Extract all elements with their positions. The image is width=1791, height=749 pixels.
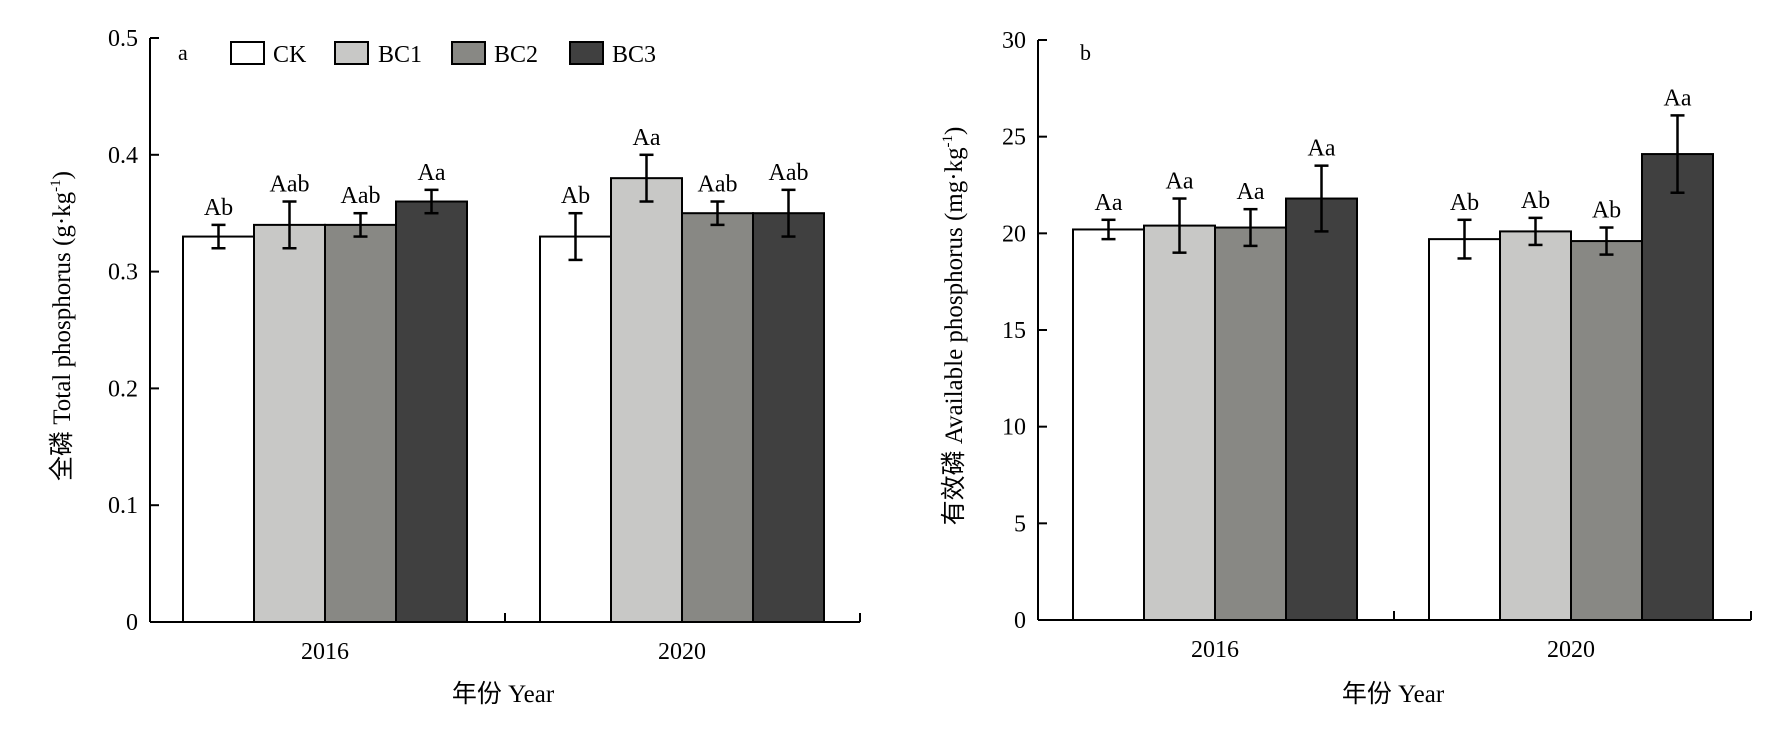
panel-b-error-bar-ck-2020 [1457,218,1472,260]
panel-a-y-axis-title: 全磷 Total phosphorus (g·kg-1) [48,171,76,481]
legend: CK BC1 BC2 BC3 [230,41,656,68]
panel-b-label: b [1080,40,1091,65]
panel-a-significance-label: Ab [561,183,590,209]
panel-b-y-axis-title: 有效磷 Available phosphorus (mg·kg-1) [940,127,968,526]
panel-b-error-bar-bc2-2016 [1243,207,1258,248]
panel-b-y-tick-label: 0 [1014,608,1026,634]
panel-b-error-bar-bc3-2016 [1314,164,1329,233]
panel-b-bar-bc1-2016 [1143,224,1216,621]
legend-swatch-bc1 [334,41,369,65]
legend-label-bc2: BC2 [494,42,538,68]
panel-b-error-bar-bc1-2020 [1528,216,1543,247]
panel-a-chart: a 年份 Year 全磷 Total phosphorus (g·kg-1) C… [48,26,861,708]
panel-a-bar-bc2-2016 [324,223,397,623]
panel-a-x-tick-label: 2020 [658,639,706,665]
panel-b-error-bar-bc3-2020 [1670,114,1685,194]
panel-a-label: a [178,40,188,65]
panel-b-y-tick-label: 20 [1002,221,1026,247]
panel-a-y-axis-title-main: 全磷 Total phosphorus (g·kg [48,191,76,481]
panel-b-significance-label: Aa [1095,190,1123,216]
panel-a-error-bar-ck-2020 [568,211,583,262]
panel-a-bar-ck-2016 [182,235,255,623]
legend-label-ck: CK [273,42,307,68]
panel-a-significance-label: Aab [769,160,809,186]
panel-b-error-bar-bc1-2016 [1172,197,1187,254]
panel-b-error-bar-ck-2016 [1101,218,1116,241]
panel-a-bar-bc3-2020 [752,212,825,623]
panel-a-x-axis-title: 年份 Year [452,680,555,708]
panel-a-error-bar-ck-2016 [211,223,226,250]
panel-b-bar-bc2-2016 [1214,226,1287,622]
legend-item-bc2: BC2 [451,41,538,68]
panel-b-error-bar-bc2-2020 [1599,226,1614,256]
legend-swatch-bc3 [569,41,604,65]
panel-a-y-axis-title-superscript: -1 [48,179,64,192]
panel-a-y-tick-label: 0.3 [108,260,138,286]
panel-b-x-tick-label: 2016 [1191,637,1239,663]
panel-a-x-tick-label: 2016 [301,639,349,665]
panel-a-bar-bc1-2016 [253,223,326,623]
panel-b-y-tick-label: 10 [1002,415,1026,441]
panel-a-bar-bc3-2016 [395,200,468,624]
panel-a-error-bar-bc3-2020 [781,188,796,238]
panel-a-y-tick-label: 0 [126,610,138,636]
legend-item-ck: CK [230,41,307,68]
panel-a-significance-label: Aa [418,160,446,186]
panel-b-y-tick-label: 30 [1002,28,1026,54]
panel-b-y-axis-title-main: 有效磷 Available phosphorus (mg·kg [940,147,968,525]
panel-a-error-bar-bc3-2016 [424,188,439,215]
legend-swatch-bc2 [451,41,486,65]
panel-b-y-axis-title-end: ) [941,127,968,135]
panel-a-y-tick-label: 0.4 [108,143,138,169]
legend-label-bc3: BC3 [612,42,656,68]
panel-b-significance-label: Aa [1166,169,1194,195]
panel-a-significance-label: Aab [270,172,310,198]
legend-swatch-ck [230,41,265,65]
panel-b-significance-label: Aa [1664,85,1692,111]
panel-b-significance-label: Ab [1521,188,1550,214]
panel-a-error-bar-bc1-2016 [282,200,297,250]
panel-b-significance-label: Aa [1237,179,1265,205]
panel-b-bar-ck-2016 [1072,228,1145,621]
panel-b-x-tick-label: 2020 [1547,637,1595,663]
panel-b-significance-label: Ab [1450,190,1479,216]
panel-b-significance-label: Ab [1592,198,1621,224]
panel-b-y-tick-label: 15 [1002,318,1026,344]
panel-a-y-tick-label: 0.1 [108,493,138,519]
panel-b-y-tick-label: 25 [1002,125,1026,151]
panel-a-y-tick-label: 0.2 [108,376,138,402]
panel-b-bar-bc3-2016 [1285,197,1358,622]
panel-b-x-axis-title: 年份 Year [1342,680,1445,708]
panel-b-chart: b 年份 Year 有效磷 Available phosphorus (mg·k… [940,28,1752,708]
panel-a-bar-ck-2020 [539,235,612,623]
panel-b-y-tick-label: 5 [1014,511,1026,537]
legend-item-bc3: BC3 [569,41,656,68]
panel-a-error-bar-bc2-2020 [710,200,725,227]
panel-b-bar-ck-2020 [1428,238,1501,621]
panel-b-bar-bc3-2020 [1641,153,1714,621]
panel-a-error-bar-bc1-2020 [639,153,654,203]
panel-a-error-bar-bc2-2016 [353,211,368,238]
panel-b-bar-bc2-2020 [1570,240,1643,621]
panel-a-significance-label: Ab [204,195,233,221]
legend-label-bc1: BC1 [378,42,422,68]
panel-a-bar-bc2-2020 [681,212,754,623]
legend-item-bc1: BC1 [334,41,422,68]
panel-a-significance-label: Aa [633,125,661,151]
panel-a-y-tick-label: 0.5 [108,26,138,52]
panel-a-significance-label: Aab [698,172,738,198]
panel-b-significance-label: Aa [1308,136,1336,162]
panel-a-y-axis-title-end: ) [49,171,76,179]
panel-b-y-axis-title-superscript: -1 [940,135,956,148]
panel-a-significance-label: Aab [341,183,381,209]
panel-a-bar-bc1-2020 [610,177,683,623]
panel-b-bar-bc1-2020 [1499,230,1572,621]
